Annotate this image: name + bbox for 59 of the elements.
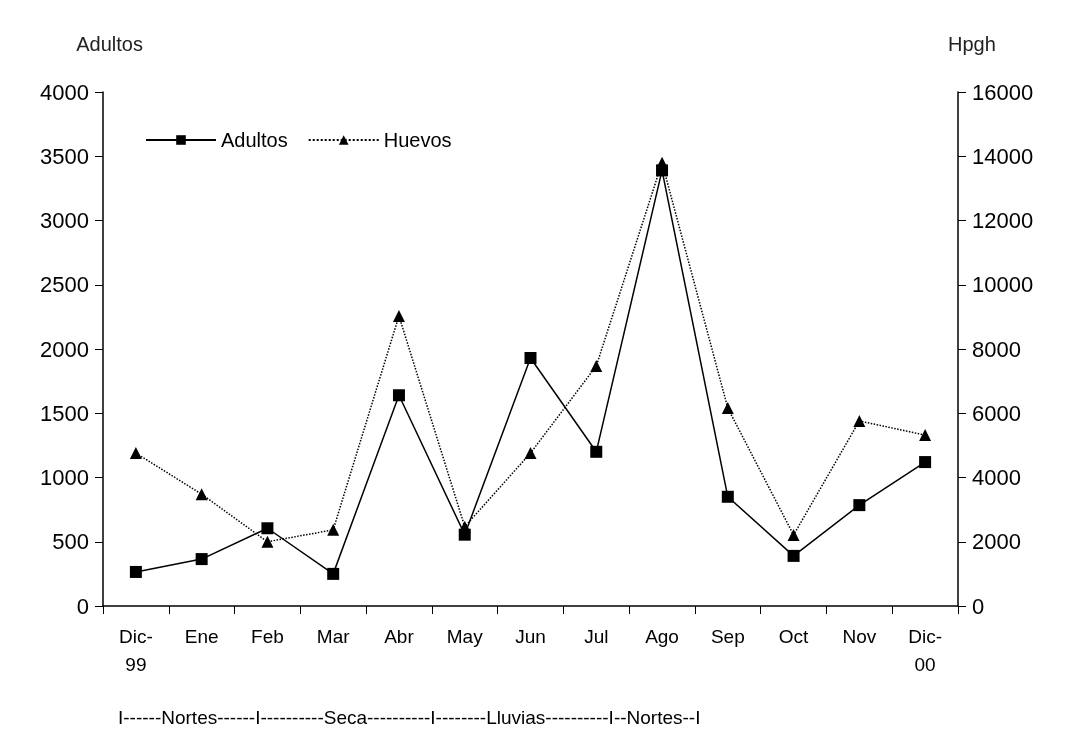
x-tick-label: Mar (316, 625, 351, 647)
point (721, 490, 734, 503)
point (787, 529, 800, 541)
point (327, 567, 340, 580)
point (129, 447, 142, 460)
point (590, 360, 603, 373)
point (195, 553, 208, 566)
point (524, 351, 537, 364)
y2-axis-title: Hpgh (948, 33, 996, 55)
x-tick-label: May (446, 625, 484, 647)
y2-tick-label: 12000 (972, 208, 1034, 233)
y2-tick-label: 6000 (972, 400, 1021, 426)
point (261, 522, 274, 535)
point (458, 520, 471, 533)
y-tick-label: 1500 (40, 400, 89, 426)
y2-tick-label: 2000 (972, 529, 1021, 555)
point (590, 445, 603, 458)
y-axis-title: Adultos (76, 33, 143, 55)
y2-tick-label: 16000 (972, 79, 1034, 105)
y-tick-label: 4000 (40, 79, 89, 105)
point (853, 499, 866, 512)
point (524, 447, 537, 460)
y-tick-label: 3500 (40, 143, 89, 169)
legend-label: Adultos (221, 129, 288, 151)
point (919, 456, 932, 469)
point (919, 429, 932, 442)
y2-tick-label: 0 (972, 593, 985, 619)
x-tick-label: Dic- 99 (118, 625, 153, 675)
x-tick-label: Feb (251, 625, 284, 647)
point (392, 389, 405, 402)
y-tick-label: 3000 (40, 208, 89, 233)
x-tick-label: Ene (184, 625, 219, 647)
point (129, 565, 142, 578)
x-tick-label: Dic- 00 (908, 625, 943, 675)
y-tick-label: 1000 (40, 465, 89, 490)
y2-tick-label: 4000 (972, 465, 1021, 490)
y-tick-label: 2500 (40, 272, 89, 298)
point (327, 523, 340, 536)
point (787, 549, 800, 562)
point (853, 414, 866, 427)
x-tick-label: Abr (384, 625, 415, 647)
x-tick-label: Ago (645, 625, 679, 647)
y-tick-label: 500 (52, 529, 89, 555)
x-tick-label: Sep (710, 625, 745, 647)
y-tick-label: 2000 (40, 336, 89, 362)
legend-label: Huevos (383, 129, 452, 151)
point (195, 488, 208, 501)
x-tick-label: Jul (584, 625, 609, 647)
x-tick-label: Jun (515, 625, 546, 647)
x-tick-label: Oct (778, 625, 810, 647)
y-tick-label: 0 (76, 593, 89, 619)
point (261, 535, 274, 548)
y2-tick-label: 10000 (972, 272, 1034, 298)
y2-tick-label: 8000 (972, 336, 1021, 362)
text: I------Nortes------I----------Seca----------I--------Lluvias----------I--Nortes--I (118, 707, 701, 728)
x-tick-label: Nov (842, 625, 877, 647)
point (721, 402, 734, 415)
point (392, 309, 405, 322)
y2-tick-label: 14000 (972, 143, 1034, 169)
